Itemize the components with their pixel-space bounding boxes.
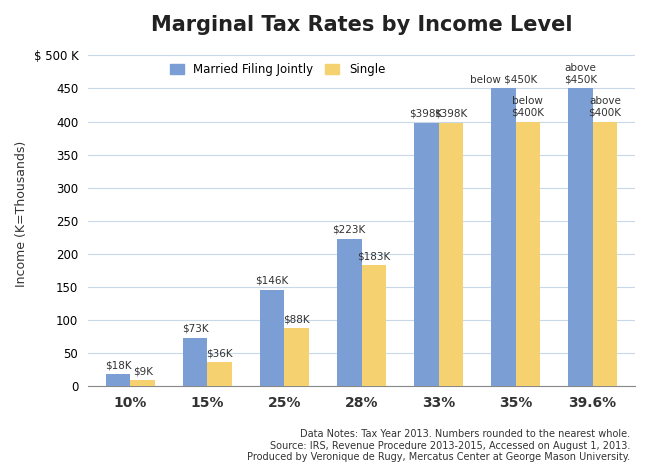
Title: Marginal Tax Rates by Income Level: Marginal Tax Rates by Income Level (151, 15, 572, 35)
Text: $9K: $9K (133, 366, 153, 376)
Text: $398K: $398K (410, 109, 443, 119)
Bar (131, 380, 155, 386)
Text: $73K: $73K (182, 324, 209, 334)
Text: $88K: $88K (283, 314, 310, 324)
Bar (491, 88, 515, 386)
Text: below
$400K: below $400K (512, 96, 545, 118)
Legend: Married Filing Jointly, Single: Married Filing Jointly, Single (165, 58, 390, 81)
Text: $183K: $183K (358, 251, 391, 261)
Bar (568, 88, 593, 386)
Text: above
$400K: above $400K (588, 96, 621, 118)
Text: $223K: $223K (333, 225, 366, 235)
Bar (337, 239, 361, 386)
Y-axis label: Income (K=Thousands): Income (K=Thousands) (15, 141, 28, 287)
Bar (106, 375, 131, 386)
Text: $36K: $36K (207, 348, 233, 359)
Text: $18K: $18K (105, 361, 131, 370)
Bar (361, 265, 386, 386)
Bar (207, 362, 232, 386)
Text: $146K: $146K (255, 276, 289, 286)
Bar (515, 121, 540, 386)
Bar (260, 290, 285, 386)
Bar (285, 328, 309, 386)
Text: above
$450K: above $450K (564, 63, 597, 85)
Bar (183, 338, 207, 386)
Bar (439, 123, 463, 386)
Bar (593, 121, 618, 386)
Text: $398K: $398K (434, 109, 467, 119)
Text: below $450K: below $450K (470, 74, 537, 85)
Text: Data Notes: Tax Year 2013. Numbers rounded to the nearest whole.
Source: IRS, Re: Data Notes: Tax Year 2013. Numbers round… (248, 429, 630, 462)
Bar (414, 123, 439, 386)
